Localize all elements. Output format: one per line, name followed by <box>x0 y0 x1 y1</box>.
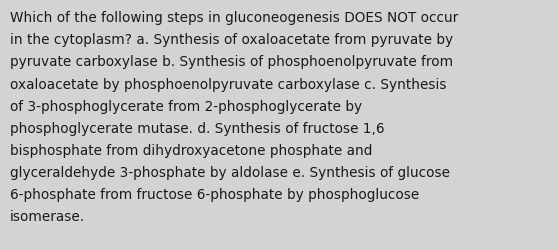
Text: in the cytoplasm? a. Synthesis of oxaloacetate from pyruvate by: in the cytoplasm? a. Synthesis of oxaloa… <box>10 33 453 47</box>
Text: glyceraldehyde 3-phosphate by aldolase e. Synthesis of glucose: glyceraldehyde 3-phosphate by aldolase e… <box>10 165 450 179</box>
Text: isomerase.: isomerase. <box>10 209 85 223</box>
Text: Which of the following steps in gluconeogenesis DOES NOT occur: Which of the following steps in gluconeo… <box>10 11 458 25</box>
Text: pyruvate carboxylase b. Synthesis of phosphoenolpyruvate from: pyruvate carboxylase b. Synthesis of pho… <box>10 55 453 69</box>
Text: bisphosphate from dihydroxyacetone phosphate and: bisphosphate from dihydroxyacetone phosp… <box>10 143 372 157</box>
Text: of 3-phosphoglycerate from 2-phosphoglycerate by: of 3-phosphoglycerate from 2-phosphoglyc… <box>10 99 362 113</box>
Text: phosphoglycerate mutase. d. Synthesis of fructose 1,6: phosphoglycerate mutase. d. Synthesis of… <box>10 121 384 135</box>
Text: oxaloacetate by phosphoenolpyruvate carboxylase c. Synthesis: oxaloacetate by phosphoenolpyruvate carb… <box>10 77 446 91</box>
Text: 6-phosphate from fructose 6-phosphate by phosphoglucose: 6-phosphate from fructose 6-phosphate by… <box>10 187 419 201</box>
